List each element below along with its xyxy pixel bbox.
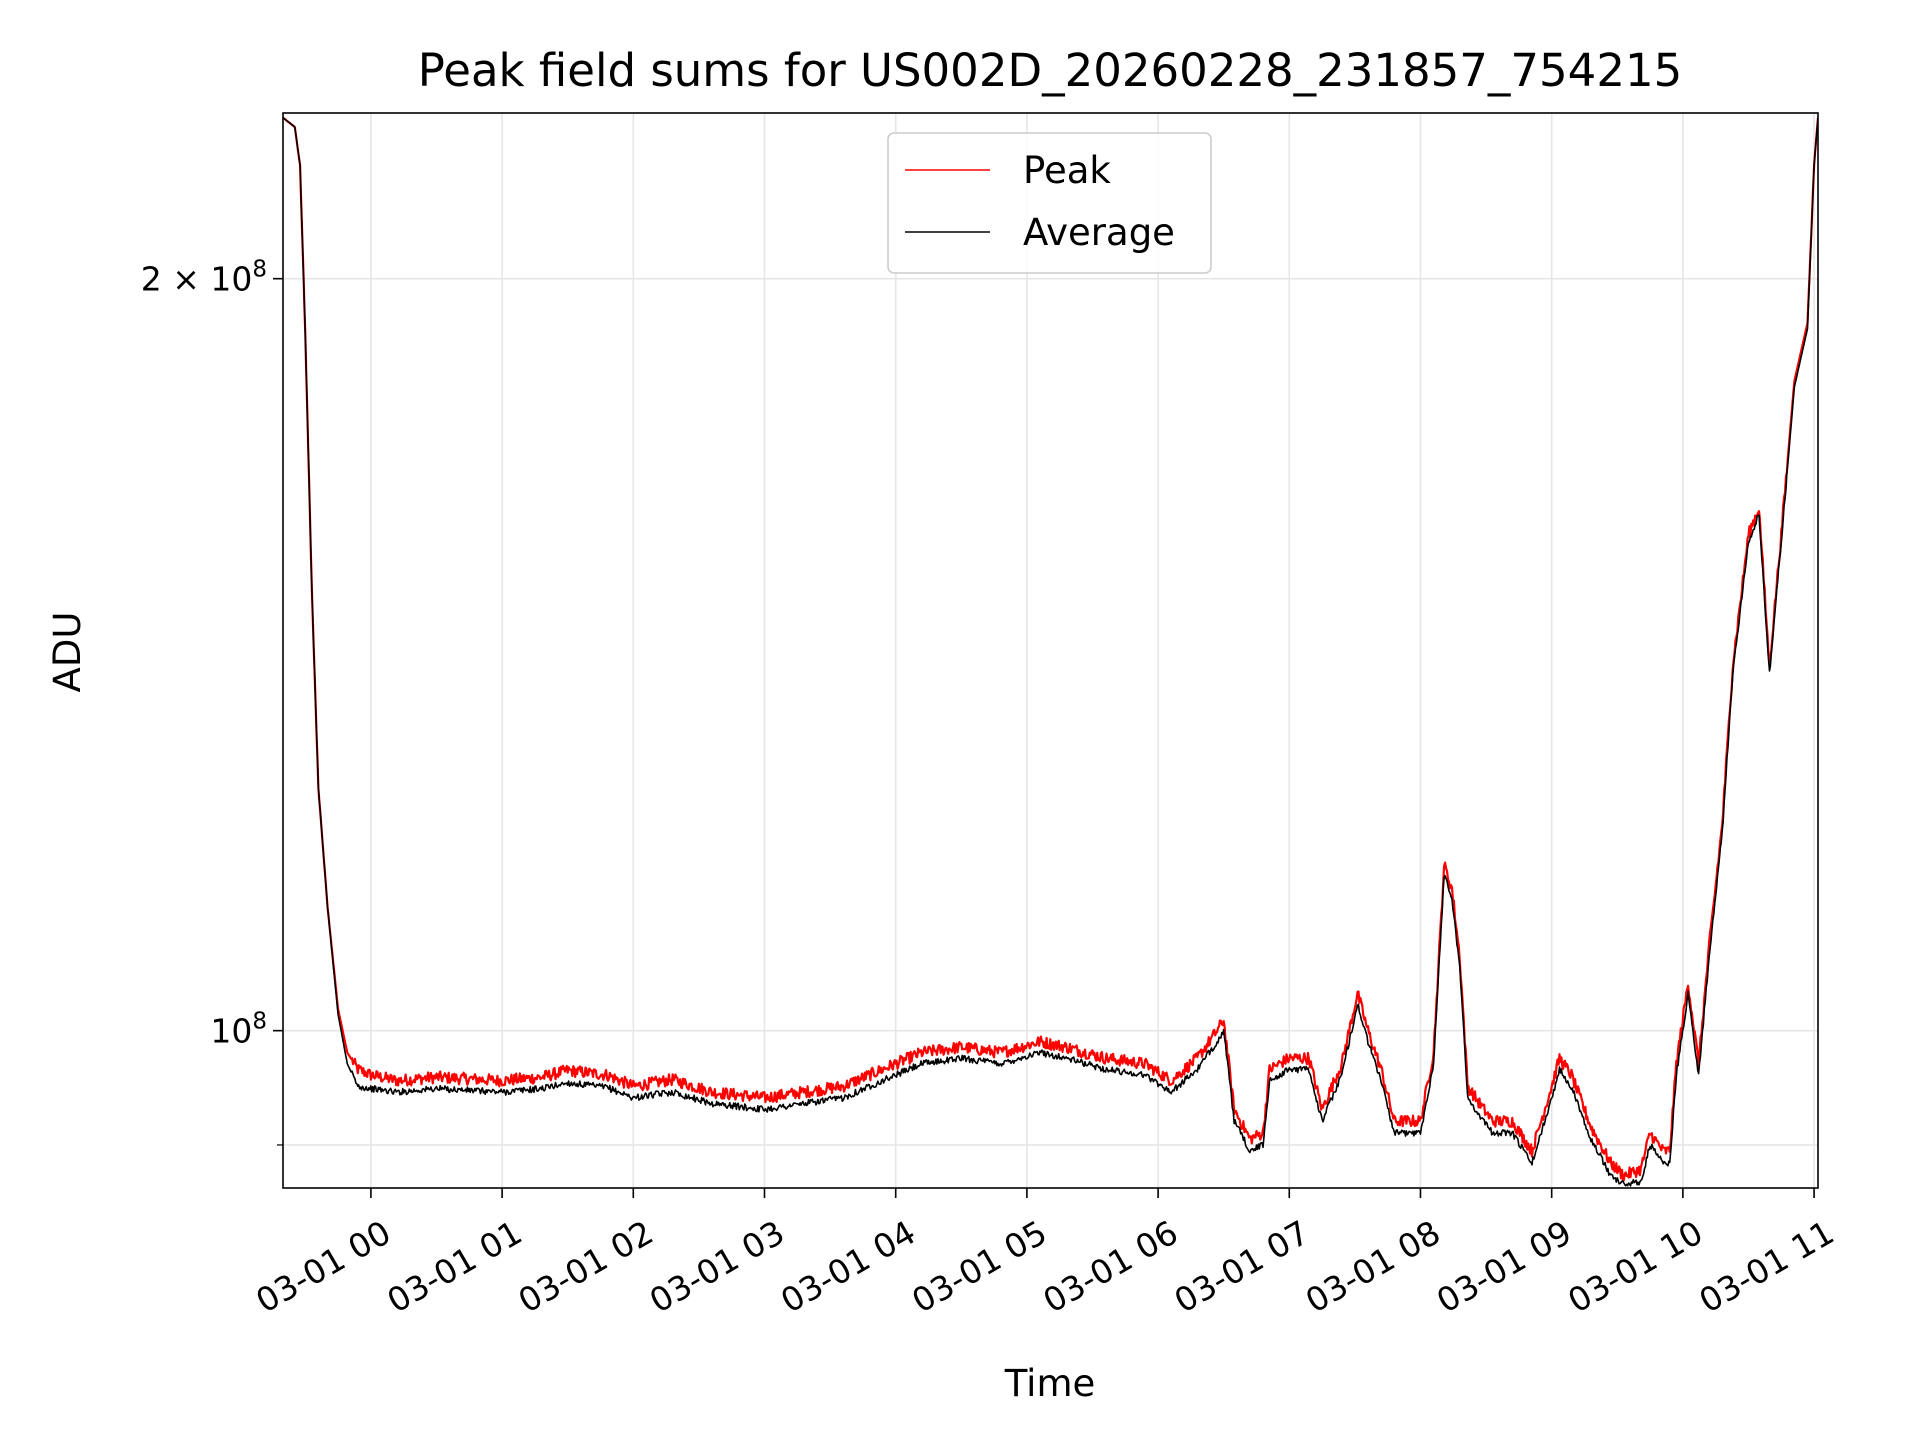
grid: [283, 113, 1818, 1188]
series-line-peak: [283, 116, 1818, 1182]
legend-label-peak: Peak: [1023, 149, 1111, 192]
x-tick-label: 03-01 02: [512, 1213, 660, 1321]
x-tick-label: 03-01 00: [249, 1213, 397, 1321]
x-tick-label: 03-01 03: [643, 1213, 791, 1321]
x-tick-label: 03-01 06: [1036, 1213, 1184, 1321]
x-tick-label: 03-01 08: [1299, 1213, 1447, 1321]
y-axis-ticks: 108 2 × 108: [141, 257, 283, 1146]
series-line-average: [283, 117, 1818, 1187]
x-tick-label: 03-01 11: [1692, 1213, 1840, 1321]
y-tick-label: 2 × 108: [141, 257, 267, 299]
x-tick-label: 03-01 01: [381, 1213, 529, 1321]
x-tick-label: 03-01 04: [774, 1213, 922, 1321]
plot-frame: [282, 112, 1819, 1189]
x-tick-label: 03-01 10: [1561, 1213, 1709, 1321]
x-axis-label: Time: [1004, 1362, 1096, 1405]
y-axis-label: ADU: [46, 612, 89, 693]
series-lines: [283, 116, 1818, 1187]
chart-title: Peak field sums for US002D_20260228_2318…: [418, 44, 1682, 97]
legend: Peak Average: [887, 132, 1212, 274]
legend-box: [887, 132, 1212, 274]
x-tick-label: 03-01 07: [1168, 1213, 1316, 1321]
x-tick-label: 03-01 05: [905, 1213, 1053, 1321]
legend-label-average: Average: [1023, 211, 1175, 254]
x-tick-label: 03-01 09: [1430, 1213, 1578, 1321]
y-tick-label: 108: [210, 1009, 267, 1051]
